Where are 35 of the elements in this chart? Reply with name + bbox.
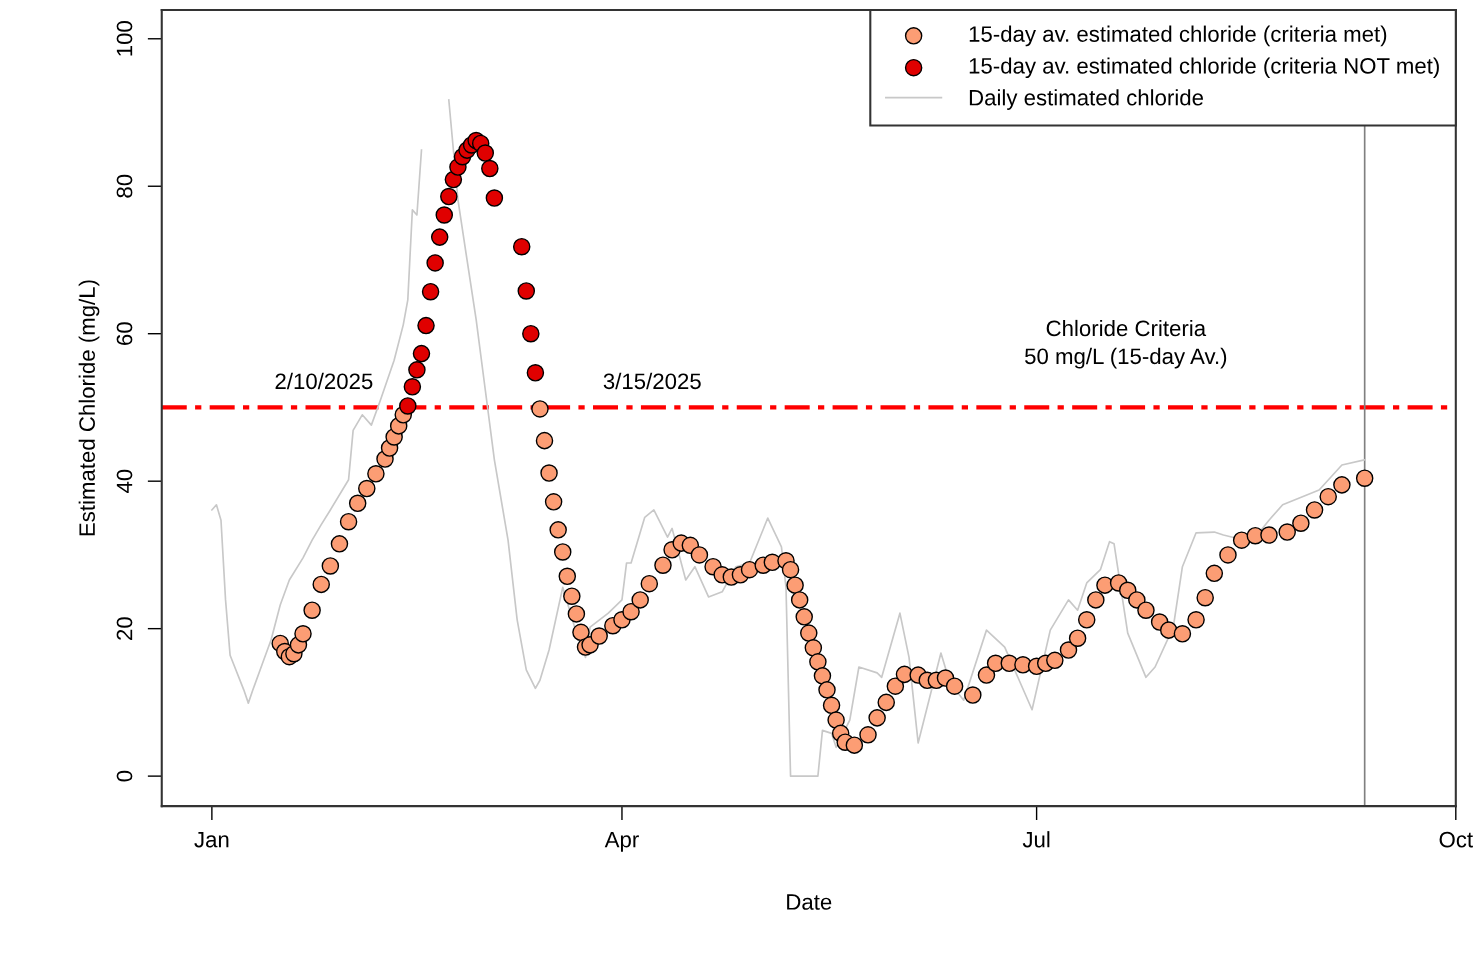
- legend-label: Daily estimated chloride: [969, 89, 1203, 110]
- y-tick-label: 80: [116, 174, 133, 198]
- point: [481, 159, 499, 178]
- legend-label: 15-day av. estimated chloride (criteria NOT met): [969, 57, 1439, 79]
- y-tick-label: 60: [116, 322, 133, 345]
- point: [512, 237, 531, 256]
- point: [430, 228, 449, 246]
- ref-line-label: Chloride Criteria 50 mg/L (15-day Av.): [1025, 319, 1227, 369]
- point: [426, 254, 444, 272]
- point: [517, 282, 536, 300]
- point: [522, 324, 540, 343]
- y-tick-label: 100: [116, 21, 133, 56]
- x-tick-label: Jan: [194, 831, 229, 848]
- point: [421, 282, 440, 301]
- point: [403, 378, 422, 396]
- point: [417, 316, 435, 335]
- y-tick-label: 20: [116, 617, 133, 640]
- y-tick-label: 0: [116, 770, 133, 782]
- point: [412, 344, 431, 363]
- point: [485, 189, 504, 207]
- point: [440, 187, 458, 206]
- point: [408, 361, 426, 379]
- y-tick-label: 40: [116, 469, 133, 494]
- x-axis-title: Date: [787, 894, 832, 910]
- x-tick-label: Oct: [1439, 831, 1473, 848]
- point: [399, 397, 417, 415]
- annotation: 3/15/2025: [603, 372, 701, 390]
- point: [526, 364, 545, 382]
- x-tick-label: Jul: [1022, 831, 1050, 848]
- annotation: 2/10/2025: [275, 372, 373, 390]
- x-tick-label: Apr: [604, 831, 639, 852]
- point: [476, 144, 495, 162]
- y-axis-title: Estimated Chloride (mg/L): [78, 280, 100, 536]
- legend-label: 15-day av. estimated chloride (criteria met): [969, 25, 1387, 47]
- point: [435, 206, 454, 224]
